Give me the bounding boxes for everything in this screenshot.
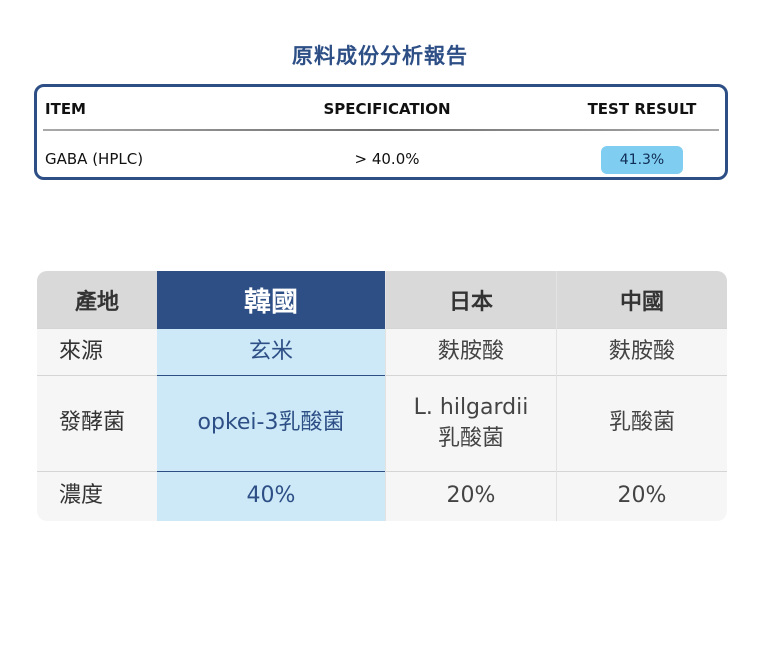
report-divider [43,129,719,131]
china-source: 麩胺酸 [557,328,727,375]
header-item: ITEM [45,100,86,118]
korea-source: 玄米 [157,328,385,375]
korea-column: 韓國 玄米 opkei-3乳酸菌 40% [157,271,385,521]
origin-comparison-table: 產地 來源 發酵菌 濃度 韓國 玄米 opkei-3乳酸菌 40% 日本 麩胺酸… [37,271,727,521]
china-concentration: 20% [557,471,727,521]
korea-concentration: 40% [157,471,385,521]
report-header-row: ITEM SPECIFICATION TEST RESULT [37,89,725,129]
label-column: 產地 來源 發酵菌 濃度 [37,271,157,521]
report-title: 原料成份分析報告 [292,44,468,68]
row-item: GABA (HPLC) [45,150,144,168]
row-label-concentration: 濃度 [37,471,157,521]
header-test-result: TEST RESULT [587,100,697,118]
japan-column: 日本 麩胺酸 L. hilgardii 乳酸菌 20% [386,271,556,521]
japan-source: 麩胺酸 [386,328,556,375]
header-china: 中國 [557,271,727,328]
column-divider [556,271,557,521]
korea-bacteria: opkei-3乳酸菌 [157,375,385,471]
header-korea: 韓國 [157,271,385,328]
row-label-source: 來源 [37,328,157,375]
row-specification: > 40.0% [354,150,420,168]
header-specification: SPECIFICATION [323,100,451,118]
japan-bacteria: L. hilgardii 乳酸菌 [386,375,556,471]
result-badge: 41.3% [601,145,683,174]
china-bacteria: 乳酸菌 [557,375,727,471]
header-japan: 日本 [386,271,556,328]
row-result-cell: 41.3% [562,139,722,179]
header-origin: 產地 [37,271,157,328]
report-row: GABA (HPLC) > 40.0% 41.3% [37,139,725,179]
analysis-report-table: ITEM SPECIFICATION TEST RESULT GABA (HPL… [34,84,728,180]
china-column: 中國 麩胺酸 乳酸菌 20% [557,271,727,521]
column-divider [385,271,386,521]
row-label-bacteria: 發酵菌 [37,375,157,471]
japan-concentration: 20% [386,471,556,521]
